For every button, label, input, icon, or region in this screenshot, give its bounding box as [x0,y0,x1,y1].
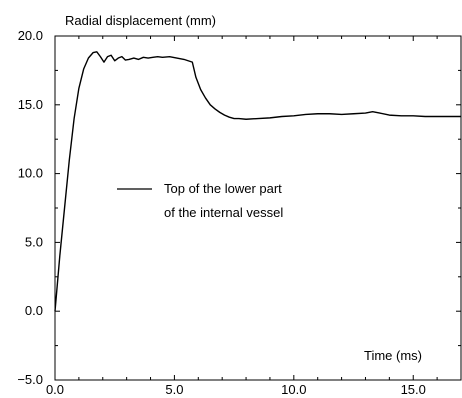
x-axis-label: Time (ms) [364,348,422,363]
series-line [54,51,461,312]
x-tick-label: 15.0 [401,382,426,397]
series-layer [54,51,461,312]
y-tick-label: 20.0 [18,28,43,43]
y-tick-label: −5.0 [17,372,43,387]
y-tick-label: 5.0 [25,234,43,249]
legend-label-line-2: of the internal vessel [164,205,283,220]
y-tick-label: 15.0 [18,97,43,112]
x-ticks: 0.0 5.0 10.0 15.0 [46,36,462,397]
y-ticks: −5.0 0.0 5.0 10.0 15.0 20.0 [17,28,461,387]
legend-label-line-1: Top of the lower part [164,181,282,196]
y-axis-label: Radial displacement (mm) [65,13,216,28]
legend: Top of the lower part of the internal ve… [117,181,283,220]
x-tick-label: 10.0 [281,382,306,397]
y-tick-label: 10.0 [18,166,43,181]
y-tick-label: 0.0 [25,303,43,318]
x-tick-label: 5.0 [165,382,183,397]
x-tick-label: 0.0 [46,382,64,397]
